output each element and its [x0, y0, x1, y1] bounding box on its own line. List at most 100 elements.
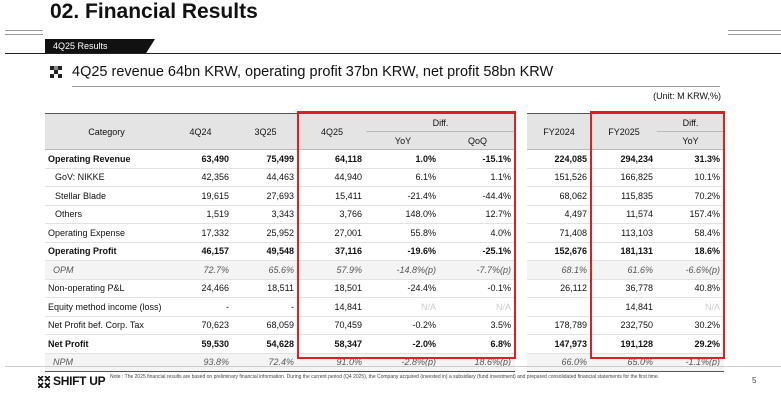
- cell: -: [168, 297, 233, 317]
- cell: 44,463: [233, 168, 298, 187]
- cell: 71,408: [527, 223, 591, 243]
- cell: 42,356: [168, 168, 233, 187]
- header: FY2024: [527, 113, 591, 150]
- cell: 17,332: [168, 223, 233, 243]
- cell: 224,085: [527, 149, 591, 169]
- cell: 65.6%: [233, 260, 298, 280]
- row: 68,062 115,835 70.2%: [527, 186, 724, 206]
- highlight-box: [297, 111, 516, 359]
- cell: 14,841: [298, 297, 366, 317]
- header: 4Q24: [168, 113, 233, 150]
- cell: -2.0%: [366, 334, 440, 354]
- cell: 115,835: [591, 186, 657, 206]
- logo-icon: [38, 376, 50, 388]
- cell: 57.9%: [298, 260, 366, 280]
- cell: 64,118: [298, 149, 366, 169]
- cell: 166,825: [591, 168, 657, 187]
- cell: 24,466: [168, 279, 233, 298]
- row-label: Operating Revenue: [45, 149, 168, 169]
- cell: 93.8%: [168, 353, 233, 372]
- highlight-box: [590, 111, 725, 359]
- cell: -19.6%: [366, 242, 440, 261]
- row-label: Others: [45, 205, 168, 224]
- cell: 36,778: [591, 279, 657, 298]
- cell: 151,526: [527, 168, 591, 187]
- row-label: Equity method income (loss): [45, 297, 168, 317]
- cell: -6.6%(p): [657, 260, 724, 280]
- cell: -24.4%: [366, 279, 440, 298]
- rule: [5, 53, 781, 54]
- row: 26,112 36,778 40.8%: [527, 279, 724, 298]
- cell: -: [233, 297, 298, 317]
- cell: 40.8%: [657, 279, 724, 298]
- cell: -0.1%: [440, 279, 515, 298]
- cell: -7.7%(p): [440, 260, 515, 280]
- cell: 191,128: [591, 334, 657, 354]
- cell: 31.3%: [657, 149, 724, 169]
- header: Diff.: [657, 113, 724, 132]
- cell: 70.2%: [657, 186, 724, 206]
- cell: [527, 297, 591, 317]
- row: 224,085 294,234 31.3%: [527, 149, 724, 169]
- cell: 10.1%: [657, 168, 724, 187]
- cell: 1.1%: [440, 168, 515, 187]
- row: 71,408 113,103 58.4%: [527, 223, 724, 243]
- cell: 29.2%: [657, 334, 724, 354]
- deco-line: [728, 30, 781, 35]
- cell: -14.8%(p): [366, 260, 440, 280]
- header: YoY: [366, 131, 440, 150]
- cell: 70,459: [298, 316, 366, 335]
- cell: -44.4%: [440, 186, 515, 206]
- cell: 63,490: [168, 149, 233, 169]
- row: 178,789 232,750 30.2%: [527, 316, 724, 335]
- row-label: Net Profit bef. Corp. Tax: [45, 316, 168, 335]
- cell: 6.1%: [366, 168, 440, 187]
- cell: 152,676: [527, 242, 591, 261]
- cell: 75,499: [233, 149, 298, 169]
- row-label: OPM: [45, 260, 168, 280]
- table-quarterly: Category 4Q24 3Q25 4Q25 Diff. YoY QoQ Op…: [45, 113, 515, 372]
- header: 4Q25: [298, 113, 366, 150]
- cell: 26,112: [527, 279, 591, 298]
- cell: 72.4%: [233, 353, 298, 372]
- cell: -25.1%: [440, 242, 515, 261]
- page-number: 5: [752, 376, 757, 385]
- header: 3Q25: [233, 113, 298, 150]
- checker-icon: [50, 66, 62, 78]
- row: Operating Profit 46,157 49,548 37,116 -19.6%…: [45, 242, 515, 261]
- cell: 232,750: [591, 316, 657, 335]
- cell: 27,001: [298, 223, 366, 243]
- row-label: NPM: [45, 353, 168, 372]
- cell: 68,059: [233, 316, 298, 335]
- cell: 12.7%: [440, 205, 515, 224]
- row: Operating Expense 17,332 25,952 27,001 55.8%…: [45, 223, 515, 243]
- cell: 18,511: [233, 279, 298, 298]
- cell: 27,693: [233, 186, 298, 206]
- cell: 66.0%: [527, 353, 591, 372]
- row-label: GoV: NIKKE: [45, 168, 168, 187]
- cell: N/A: [657, 297, 724, 317]
- cell: 58.4%: [657, 223, 724, 243]
- cell: 58,347: [298, 334, 366, 354]
- row: Non-operating P&L 24,466 18,511 18,501 -24.4…: [45, 279, 515, 298]
- row: Net Profit 59,530 54,628 58,347 -2.0% 6.8%: [45, 334, 515, 354]
- cell: 30.2%: [657, 316, 724, 335]
- cell: N/A: [366, 297, 440, 317]
- row: 14,841 N/A: [527, 297, 724, 317]
- cell: 46,157: [168, 242, 233, 261]
- cell: 19,615: [168, 186, 233, 206]
- cell: 181,131: [591, 242, 657, 261]
- header: QoQ: [440, 131, 515, 150]
- cell: 55.8%: [366, 223, 440, 243]
- cell: 3,766: [298, 205, 366, 224]
- row: GoV: NIKKE 42,356 44,463 44,940 6.1% 1.1%: [45, 168, 515, 187]
- deco-line: [5, 30, 43, 35]
- header: Category: [45, 113, 168, 150]
- cell: 68.1%: [527, 260, 591, 280]
- cell: 294,234: [591, 149, 657, 169]
- cell: 1.0%: [366, 149, 440, 169]
- cell: 113,103: [591, 223, 657, 243]
- cell: -0.2%: [366, 316, 440, 335]
- row-label: Operating Profit: [45, 242, 168, 261]
